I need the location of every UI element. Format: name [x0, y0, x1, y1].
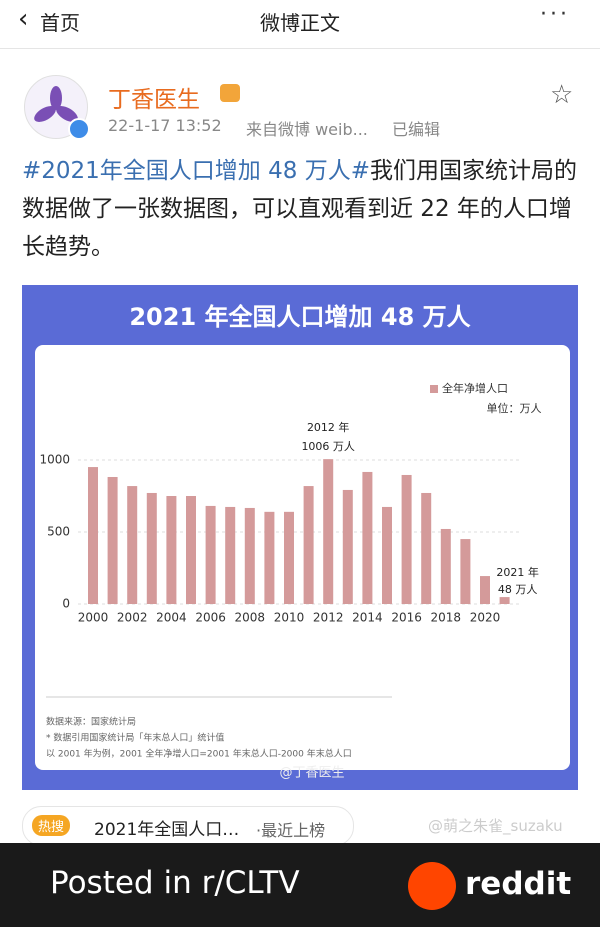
avatar-icon — [34, 86, 78, 122]
x-tick-label: 2014 — [352, 611, 383, 625]
bar — [460, 539, 471, 604]
bar — [107, 476, 118, 604]
bar — [342, 489, 353, 604]
x-tick-label: 2018 — [431, 611, 462, 625]
x-tick-label: 2016 — [391, 611, 422, 625]
hot-tag: ·最近上榜 — [256, 821, 326, 840]
footer-bar — [0, 843, 600, 927]
x-tick-label: 2000 — [78, 611, 109, 625]
bar — [323, 459, 334, 604]
x-tick-label: 2008 — [235, 611, 266, 625]
bar — [146, 492, 157, 604]
watermark: @萌之朱雀_suzaku — [428, 817, 563, 835]
legend-swatch — [430, 385, 438, 393]
bar — [88, 467, 98, 604]
bar — [362, 471, 373, 604]
value-label: 48 万人 — [498, 583, 538, 596]
x-tick-label: 2012 — [313, 611, 344, 625]
verified-badge — [68, 118, 90, 140]
unit-label: 单位：万人 — [487, 401, 542, 415]
author-name[interactable]: 丁香医生 — [108, 87, 200, 113]
y-tick-label: 1000 — [39, 453, 70, 467]
divider — [0, 48, 600, 49]
value-label: 1006 万人 — [301, 440, 355, 453]
bar — [244, 507, 255, 604]
chart-note: 数据来源：国家统计局 — [46, 716, 136, 728]
reddit-logo — [408, 862, 456, 910]
bar — [303, 486, 314, 604]
y-tick-label: 0 — [62, 597, 70, 611]
back-button[interactable]: 首页 — [40, 11, 80, 35]
post-text: #2021年全国人口增加 48 万人#我们用国家统计局的数据做了一张数据图，可以… — [22, 152, 577, 266]
hot-text: 2021年全国人口… — [94, 820, 240, 840]
bar — [480, 576, 490, 604]
bar — [166, 496, 177, 604]
bar — [440, 528, 451, 604]
bar — [382, 506, 392, 604]
page-title: 微博正文 — [260, 11, 340, 35]
chart-title: 2021 年全国人口增加 48 万人 — [129, 303, 470, 331]
chart-note: 以 2001 年为例，2001 全年净增人口=2001 年末总人口-2000 年… — [46, 748, 352, 760]
chart-note: * 数据引用国家统计局「年末总人口」统计值 — [46, 732, 224, 744]
back-arrow[interactable]: ‹ — [18, 4, 29, 34]
post-body: 我们用国家统计局的数据做了一张数据图，可以直观看到近 22 年的人口增长趋势。 — [22, 158, 577, 260]
chart-panel — [35, 345, 570, 770]
x-tick-label: 2020 — [470, 611, 501, 625]
bar — [401, 474, 412, 604]
x-tick-label: 2010 — [274, 611, 305, 625]
bar — [264, 511, 275, 604]
hashtag[interactable]: #2021年全国人口增加 48 万人# — [22, 158, 370, 184]
x-tick-label: 2006 — [195, 611, 226, 625]
bar — [127, 486, 138, 604]
x-tick-label: 2002 — [117, 611, 148, 625]
vip-icon — [220, 84, 240, 102]
post-time: 22-1-17 13:52 — [108, 116, 222, 135]
legend-label: 全年净增人口 — [442, 381, 508, 395]
edited-label: 已编辑 — [392, 120, 441, 139]
post-source: 来自微博 weib... — [246, 120, 368, 139]
bar — [225, 506, 236, 604]
bar — [205, 505, 216, 604]
annotation: 2012 年 — [307, 420, 350, 434]
more-button[interactable]: ··· — [540, 2, 570, 27]
chart: 2021 年全国人口增加 48 万人 0 500 1000 2000 2002 2004 2… — [22, 285, 578, 790]
bar — [186, 496, 196, 604]
footer-brand: reddit — [465, 866, 572, 902]
chart-watermark: @丁香医生 — [279, 766, 344, 781]
x-tick-label: 2004 — [156, 611, 187, 625]
bar — [284, 511, 294, 604]
annotation: 2021 年 — [496, 565, 539, 579]
y-tick-label: 500 — [47, 525, 70, 539]
bar — [499, 597, 510, 604]
bar — [421, 492, 432, 604]
favorite-button[interactable]: ☆ — [550, 80, 574, 110]
footer-text: Posted in r/CLTV — [50, 865, 300, 901]
hot-badge: 热搜 — [32, 815, 71, 836]
